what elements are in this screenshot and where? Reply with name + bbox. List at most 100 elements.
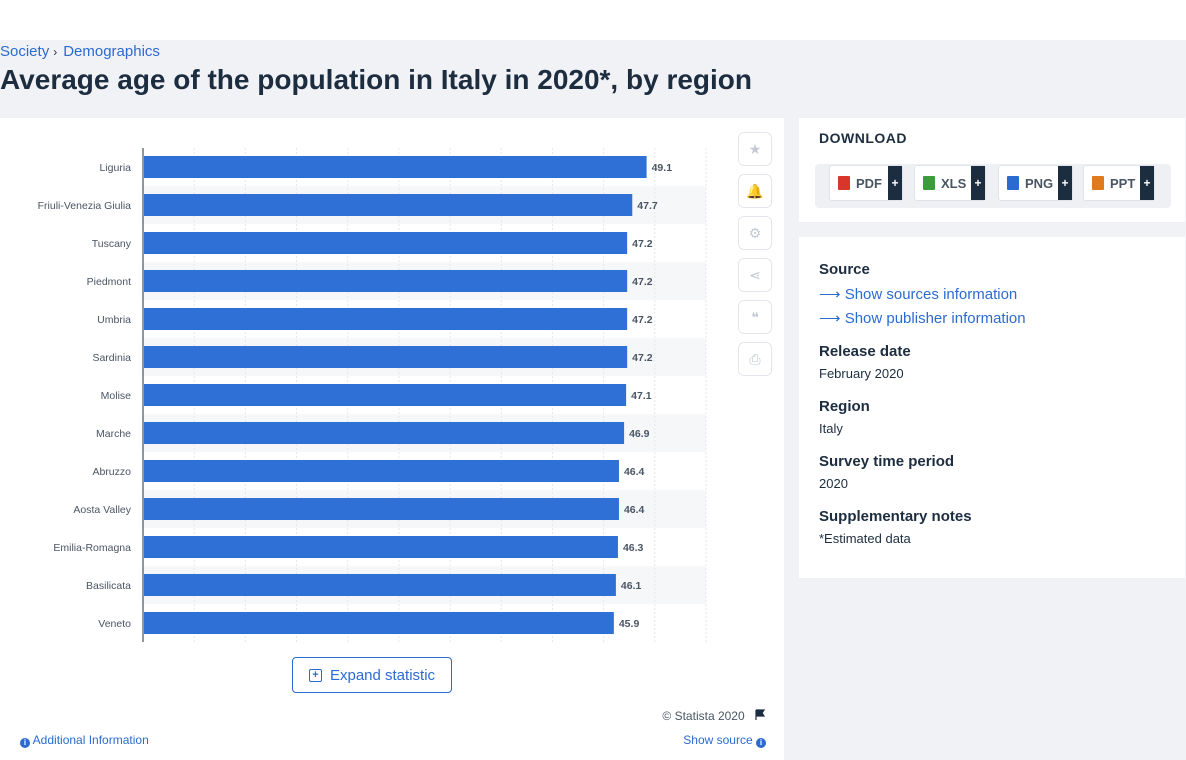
xls-file-icon: [923, 176, 935, 190]
plus-icon: +: [1058, 166, 1072, 200]
info-icon: i: [20, 738, 30, 748]
download-panel: DOWNLOAD PDF + XLS + PNG + PPT +: [799, 118, 1185, 222]
survey-period-value: 2020: [819, 476, 848, 491]
bar: [144, 574, 616, 596]
pdf-label: PDF: [856, 175, 882, 191]
info-icon: i: [756, 738, 766, 748]
category-label: Marche: [96, 428, 131, 440]
value-label: 46.4: [624, 504, 645, 516]
value-label: 46.3: [623, 542, 644, 554]
statistic-info-panel: Source ⟶ Show sources information ⟶ Show…: [799, 237, 1185, 578]
download-buttons: PDF + XLS + PNG + PPT +: [815, 164, 1171, 208]
bar: [144, 156, 647, 178]
show-source-link[interactable]: Show source i: [683, 733, 766, 748]
png-file-icon: [1007, 176, 1019, 190]
value-label: 46.4: [624, 466, 645, 478]
ppt-file-icon: [1092, 176, 1104, 190]
value-label: 47.2: [632, 314, 653, 326]
show-source-label: Show source: [683, 733, 753, 747]
ppt-label: PPT: [1110, 175, 1136, 191]
value-label: 49.1: [652, 162, 673, 174]
chart-card: Liguria 49.1 Friuli-Venezia Giulia 47.7 Tusc…: [0, 118, 784, 760]
breadcrumb-society[interactable]: Society: [0, 43, 50, 60]
category-label: Abruzzo: [92, 466, 131, 478]
value-label: 46.9: [629, 428, 650, 440]
value-label: 47.2: [632, 238, 653, 250]
plus-icon: +: [888, 166, 902, 200]
additional-information-label: Additional Information: [32, 733, 149, 747]
show-sources-link[interactable]: ⟶ Show sources information: [819, 285, 1017, 303]
download-pdf-button[interactable]: PDF +: [829, 165, 903, 201]
bar: [144, 308, 628, 330]
print-icon[interactable]: ⎙: [738, 342, 772, 376]
supplementary-notes-value: *Estimated data: [819, 531, 911, 546]
xls-label: XLS: [941, 175, 967, 191]
star-icon[interactable]: ★: [738, 132, 772, 166]
show-publisher-link[interactable]: ⟶ Show publisher information: [819, 309, 1026, 327]
survey-period-label: Survey time period: [819, 453, 955, 470]
value-label: 47.7: [637, 200, 658, 212]
download-png-button[interactable]: PNG +: [998, 165, 1073, 201]
share-icon[interactable]: ⋖: [738, 258, 772, 292]
category-label: Veneto: [98, 618, 131, 630]
value-label: 47.2: [632, 276, 653, 288]
download-ppt-button[interactable]: PPT +: [1083, 165, 1155, 201]
category-label: Emilia-Romagna: [53, 542, 131, 554]
plus-icon: +: [1140, 166, 1154, 200]
bar: [144, 460, 619, 482]
arrow-right-icon: ⟶: [819, 310, 841, 327]
arrow-right-icon: ⟶: [819, 286, 841, 303]
bar: [144, 498, 619, 520]
category-label: Piedmont: [87, 276, 131, 288]
source-label: Source: [819, 261, 870, 278]
bar: [144, 422, 625, 444]
chart-fade-overlay: [0, 703, 720, 755]
bar: [144, 612, 614, 634]
bar: [144, 194, 633, 216]
value-label: 46.1: [621, 580, 642, 592]
additional-information-link[interactable]: i Additional Information: [20, 733, 149, 748]
breadcrumb: Society › Demographics: [0, 43, 160, 60]
credit-text: © Statista 2020: [662, 709, 745, 723]
expand-statistic-label: Expand statistic: [329, 666, 436, 684]
value-label: 47.1: [631, 390, 652, 402]
show-publisher-label: Show publisher information: [844, 310, 1026, 327]
value-label: 45.9: [619, 618, 640, 630]
flag-icon[interactable]: [754, 709, 766, 721]
statista-credit: © Statista 2020: [662, 709, 766, 723]
bar: [144, 270, 628, 292]
release-date-label: Release date: [819, 343, 911, 360]
bar: [144, 536, 618, 558]
category-label: Umbria: [97, 314, 131, 326]
category-label: Aosta Valley: [73, 504, 131, 516]
download-xls-button[interactable]: XLS +: [914, 165, 986, 201]
bar-chart: Liguria 49.1 Friuli-Venezia Giulia 47.7 Tusc…: [38, 148, 707, 642]
breadcrumb-separator: ›: [53, 45, 58, 59]
show-sources-label: Show sources information: [844, 286, 1018, 303]
expand-icon: +: [308, 668, 322, 682]
pdf-file-icon: [838, 176, 850, 190]
gear-icon[interactable]: ⚙: [738, 216, 772, 250]
top-bar: [0, 0, 1186, 40]
bar: [144, 346, 628, 368]
download-title: DOWNLOAD: [819, 130, 907, 146]
category-label: Basilicata: [86, 580, 131, 592]
bell-icon[interactable]: 🔔: [738, 174, 772, 208]
release-date-value: February 2020: [819, 366, 904, 381]
category-label: Molise: [101, 390, 132, 402]
chart-tools: ★ 🔔 ⚙ ⋖ ❝ ⎙: [738, 132, 772, 384]
region-value: Italy: [819, 421, 843, 436]
category-label: Liguria: [99, 162, 131, 174]
category-label: Tuscany: [92, 238, 132, 250]
plus-icon: +: [971, 166, 985, 200]
breadcrumb-demographics[interactable]: Demographics: [63, 43, 160, 60]
category-label: Sardinia: [92, 352, 131, 364]
page-title: Average age of the population in Italy i…: [0, 64, 753, 95]
expand-statistic-button[interactable]: + Expand statistic: [292, 657, 452, 693]
bar: [144, 232, 628, 254]
png-label: PNG: [1025, 175, 1054, 191]
supplementary-notes-label: Supplementary notes: [819, 508, 972, 525]
bar: [144, 384, 627, 406]
quote-icon[interactable]: ❝: [738, 300, 772, 334]
value-label: 47.2: [632, 352, 653, 364]
